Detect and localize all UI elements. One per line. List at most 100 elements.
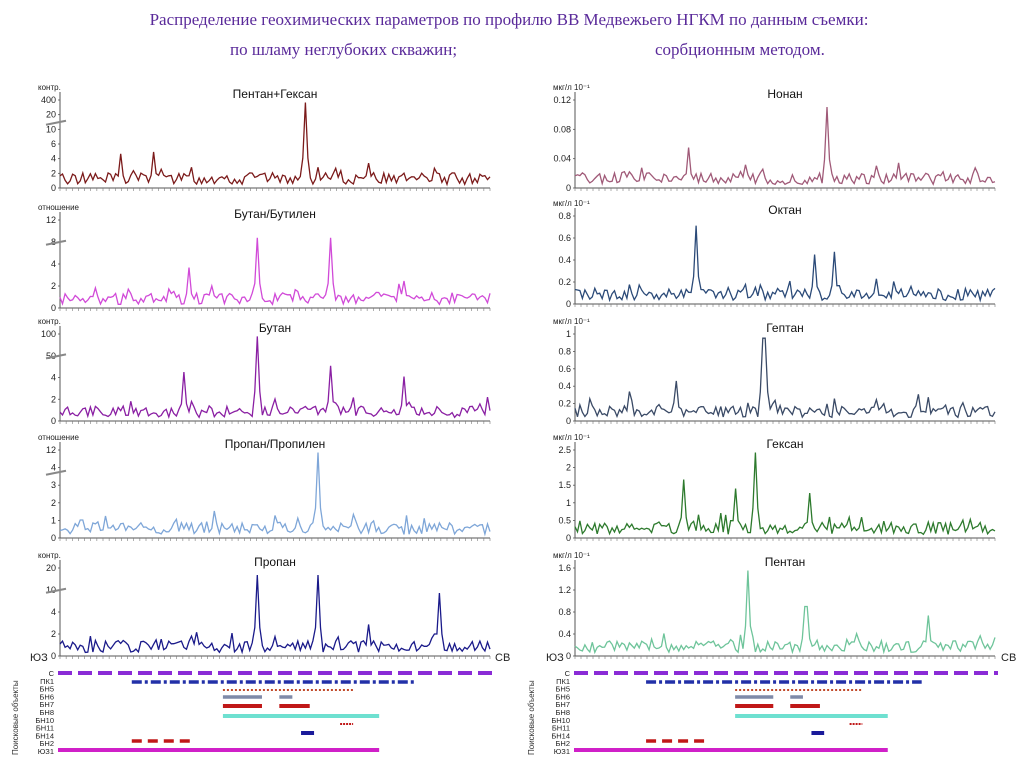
axis-break — [45, 119, 67, 126]
right-subtitle: сорбционным методом. — [655, 40, 825, 59]
y-tick-label: 4 — [51, 154, 56, 164]
y-tick-label: 0.4 — [558, 255, 571, 265]
y-tick-label: 1.2 — [558, 585, 571, 595]
y-tick-label: 2 — [51, 394, 56, 404]
chart-title: Нонан — [767, 87, 802, 101]
object-row-label: БН2 — [555, 739, 570, 748]
y-tick-label: 0.5 — [558, 515, 571, 525]
y-tick-label: 0 — [566, 299, 571, 309]
sw-label: ЮЗ — [546, 652, 564, 664]
y-tick-label: 12 — [46, 215, 56, 225]
y-tick-label: 1 — [566, 498, 571, 508]
object-row-label: БН7 — [39, 700, 54, 709]
y-tick-label: 1.6 — [558, 563, 571, 573]
object-row-label: БН2 — [39, 739, 54, 748]
object-row-label: ЮЗ1 — [554, 747, 570, 756]
y-tick-label: 0.2 — [558, 277, 571, 287]
axis-break — [45, 469, 67, 476]
y-tick-label: 0.4 — [558, 381, 571, 391]
y-tick-label: 0.8 — [558, 211, 571, 221]
y-tick-label: 2 — [51, 498, 56, 508]
series-line — [574, 337, 996, 419]
y-unit-label: мкг/л 10⁻¹ — [553, 199, 590, 208]
y-tick-label: 6 — [51, 139, 56, 149]
y-tick-label: 1 — [51, 515, 56, 525]
axis-break — [45, 587, 67, 594]
chart-title: Гептан — [766, 321, 804, 335]
y-tick-label: 100 — [41, 329, 56, 339]
y-tick-label: 0 — [51, 651, 56, 661]
y-unit-label: мкг/л 10⁻¹ — [553, 551, 590, 560]
object-row-label: С — [49, 669, 55, 678]
y-tick-label: 0 — [51, 303, 56, 313]
sw-label: ЮЗ — [30, 652, 48, 664]
y-tick-label: 0.6 — [558, 233, 571, 243]
object-row-label: БН11 — [552, 724, 570, 733]
y-tick-label: 0 — [51, 533, 56, 543]
objects-axis-label: Поисковые объекты — [11, 680, 20, 755]
object-row-label: БН14 — [551, 731, 570, 740]
object-row-label: ПК1 — [556, 677, 570, 686]
y-tick-label: 1.5 — [558, 480, 571, 490]
y-tick-label: 3 — [51, 480, 56, 490]
object-row-label: БН10 — [35, 716, 54, 725]
object-row-label: БН5 — [555, 685, 570, 694]
y-tick-label: 0.6 — [558, 364, 571, 374]
y-tick-label: 0.4 — [558, 629, 571, 639]
series-line — [59, 452, 491, 537]
series-line — [574, 106, 996, 187]
y-tick-label: 4 — [51, 373, 56, 383]
object-row-label: БН14 — [35, 731, 54, 740]
objects-axis-label: Поисковые объекты — [527, 680, 536, 755]
object-row-label: БН10 — [551, 716, 570, 725]
object-row-label: БН6 — [39, 692, 54, 701]
series-line — [59, 574, 491, 655]
y-tick-label: 10 — [46, 585, 56, 595]
y-tick-label: 10 — [46, 124, 56, 134]
y-tick-label: 0.12 — [553, 95, 571, 105]
y-unit-label: контр. — [38, 83, 61, 92]
series-line — [59, 102, 491, 187]
y-unit-label: мкг/л 10⁻¹ — [553, 433, 590, 442]
y-tick-label: 2 — [51, 629, 56, 639]
y-tick-label: 2 — [51, 281, 56, 291]
y-tick-label: 4 — [51, 259, 56, 269]
ne-label: СВ — [1001, 652, 1016, 664]
y-tick-label: 2 — [51, 168, 56, 178]
object-row-label: БН11 — [36, 724, 54, 733]
chart-title: Бутан — [259, 321, 291, 335]
y-tick-label: 0 — [566, 183, 571, 193]
chart-title: Бутан/Бутилен — [234, 207, 316, 221]
ne-label: СВ — [495, 652, 510, 664]
axis-break — [45, 239, 67, 246]
chart-title: Октан — [768, 203, 801, 217]
object-row-label: ЮЗ1 — [38, 747, 54, 756]
chart-title: Пентан+Гексан — [233, 87, 318, 101]
object-row-label: С — [565, 669, 571, 678]
object-row-label: ПК1 — [40, 677, 54, 686]
series-line — [574, 570, 996, 655]
series-line — [59, 336, 491, 420]
y-tick-label: 2 — [566, 463, 571, 473]
y-unit-label: отношение — [38, 203, 80, 212]
chart-title: Пентан — [765, 555, 806, 569]
y-tick-label: 50 — [46, 351, 56, 361]
main-title: Распределение геохимических параметров п… — [149, 10, 869, 29]
y-unit-label: контр. — [38, 551, 61, 560]
y-unit-label: мкг/л 10⁻¹ — [553, 83, 590, 92]
y-tick-label: 20 — [46, 110, 56, 120]
series-line — [574, 452, 996, 536]
y-tick-label: 4 — [51, 607, 56, 617]
y-tick-label: 12 — [46, 445, 56, 455]
y-tick-label: 8 — [51, 237, 56, 247]
y-tick-label: 0.08 — [553, 124, 571, 134]
chart-title: Гексан — [766, 437, 803, 451]
y-tick-label: 0.04 — [553, 154, 571, 164]
series-line — [574, 225, 996, 303]
object-row-label: БН8 — [39, 708, 54, 717]
chart-title: Пропан/Пропилен — [225, 437, 326, 451]
y-tick-label: 0 — [51, 183, 56, 193]
y-unit-label: мкг/л 10⁻¹ — [553, 317, 590, 326]
y-tick-label: 20 — [46, 563, 56, 573]
